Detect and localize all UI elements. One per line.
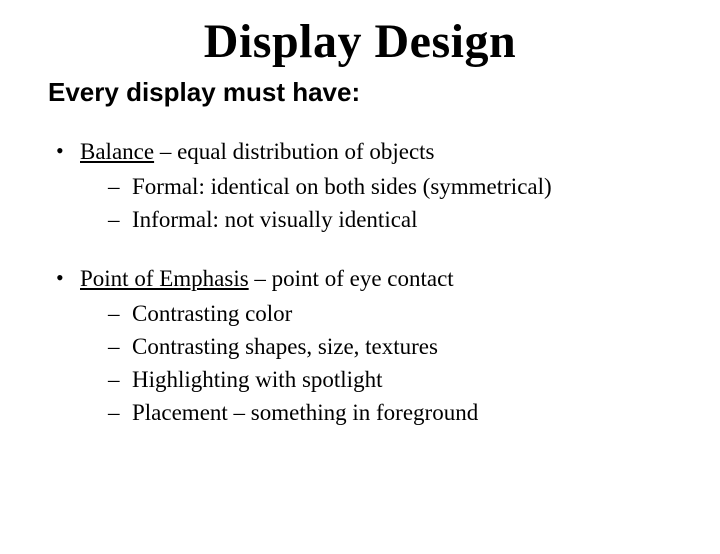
slide-title: Display Design [0, 14, 720, 69]
bullet-item: Balance – equal distribution of objects … [56, 136, 680, 235]
sub-bullet-list: Contrasting color Contrasting shapes, si… [80, 298, 680, 428]
sub-bullet-item: Highlighting with spotlight [108, 364, 680, 395]
sub-bullet-item: Contrasting color [108, 298, 680, 329]
slide-subtitle: Every display must have: [48, 77, 720, 108]
bullet-rest: – point of eye contact [249, 266, 454, 291]
bullet-item: Point of Emphasis – point of eye contact… [56, 263, 680, 428]
bullet-term: Balance [80, 139, 154, 164]
sub-bullet-item: Informal: not visually identical [108, 204, 680, 235]
sub-bullet-list: Formal: identical on both sides (symmetr… [80, 171, 680, 235]
bullet-rest: – equal distribution of objects [154, 139, 434, 164]
sub-bullet-item: Formal: identical on both sides (symmetr… [108, 171, 680, 202]
slide: Display Design Every display must have: … [0, 14, 720, 554]
bullet-list: Balance – equal distribution of objects … [0, 136, 720, 428]
sub-bullet-item: Contrasting shapes, size, textures [108, 331, 680, 362]
bullet-term: Point of Emphasis [80, 266, 249, 291]
sub-bullet-item: Placement – something in foreground [108, 397, 680, 428]
